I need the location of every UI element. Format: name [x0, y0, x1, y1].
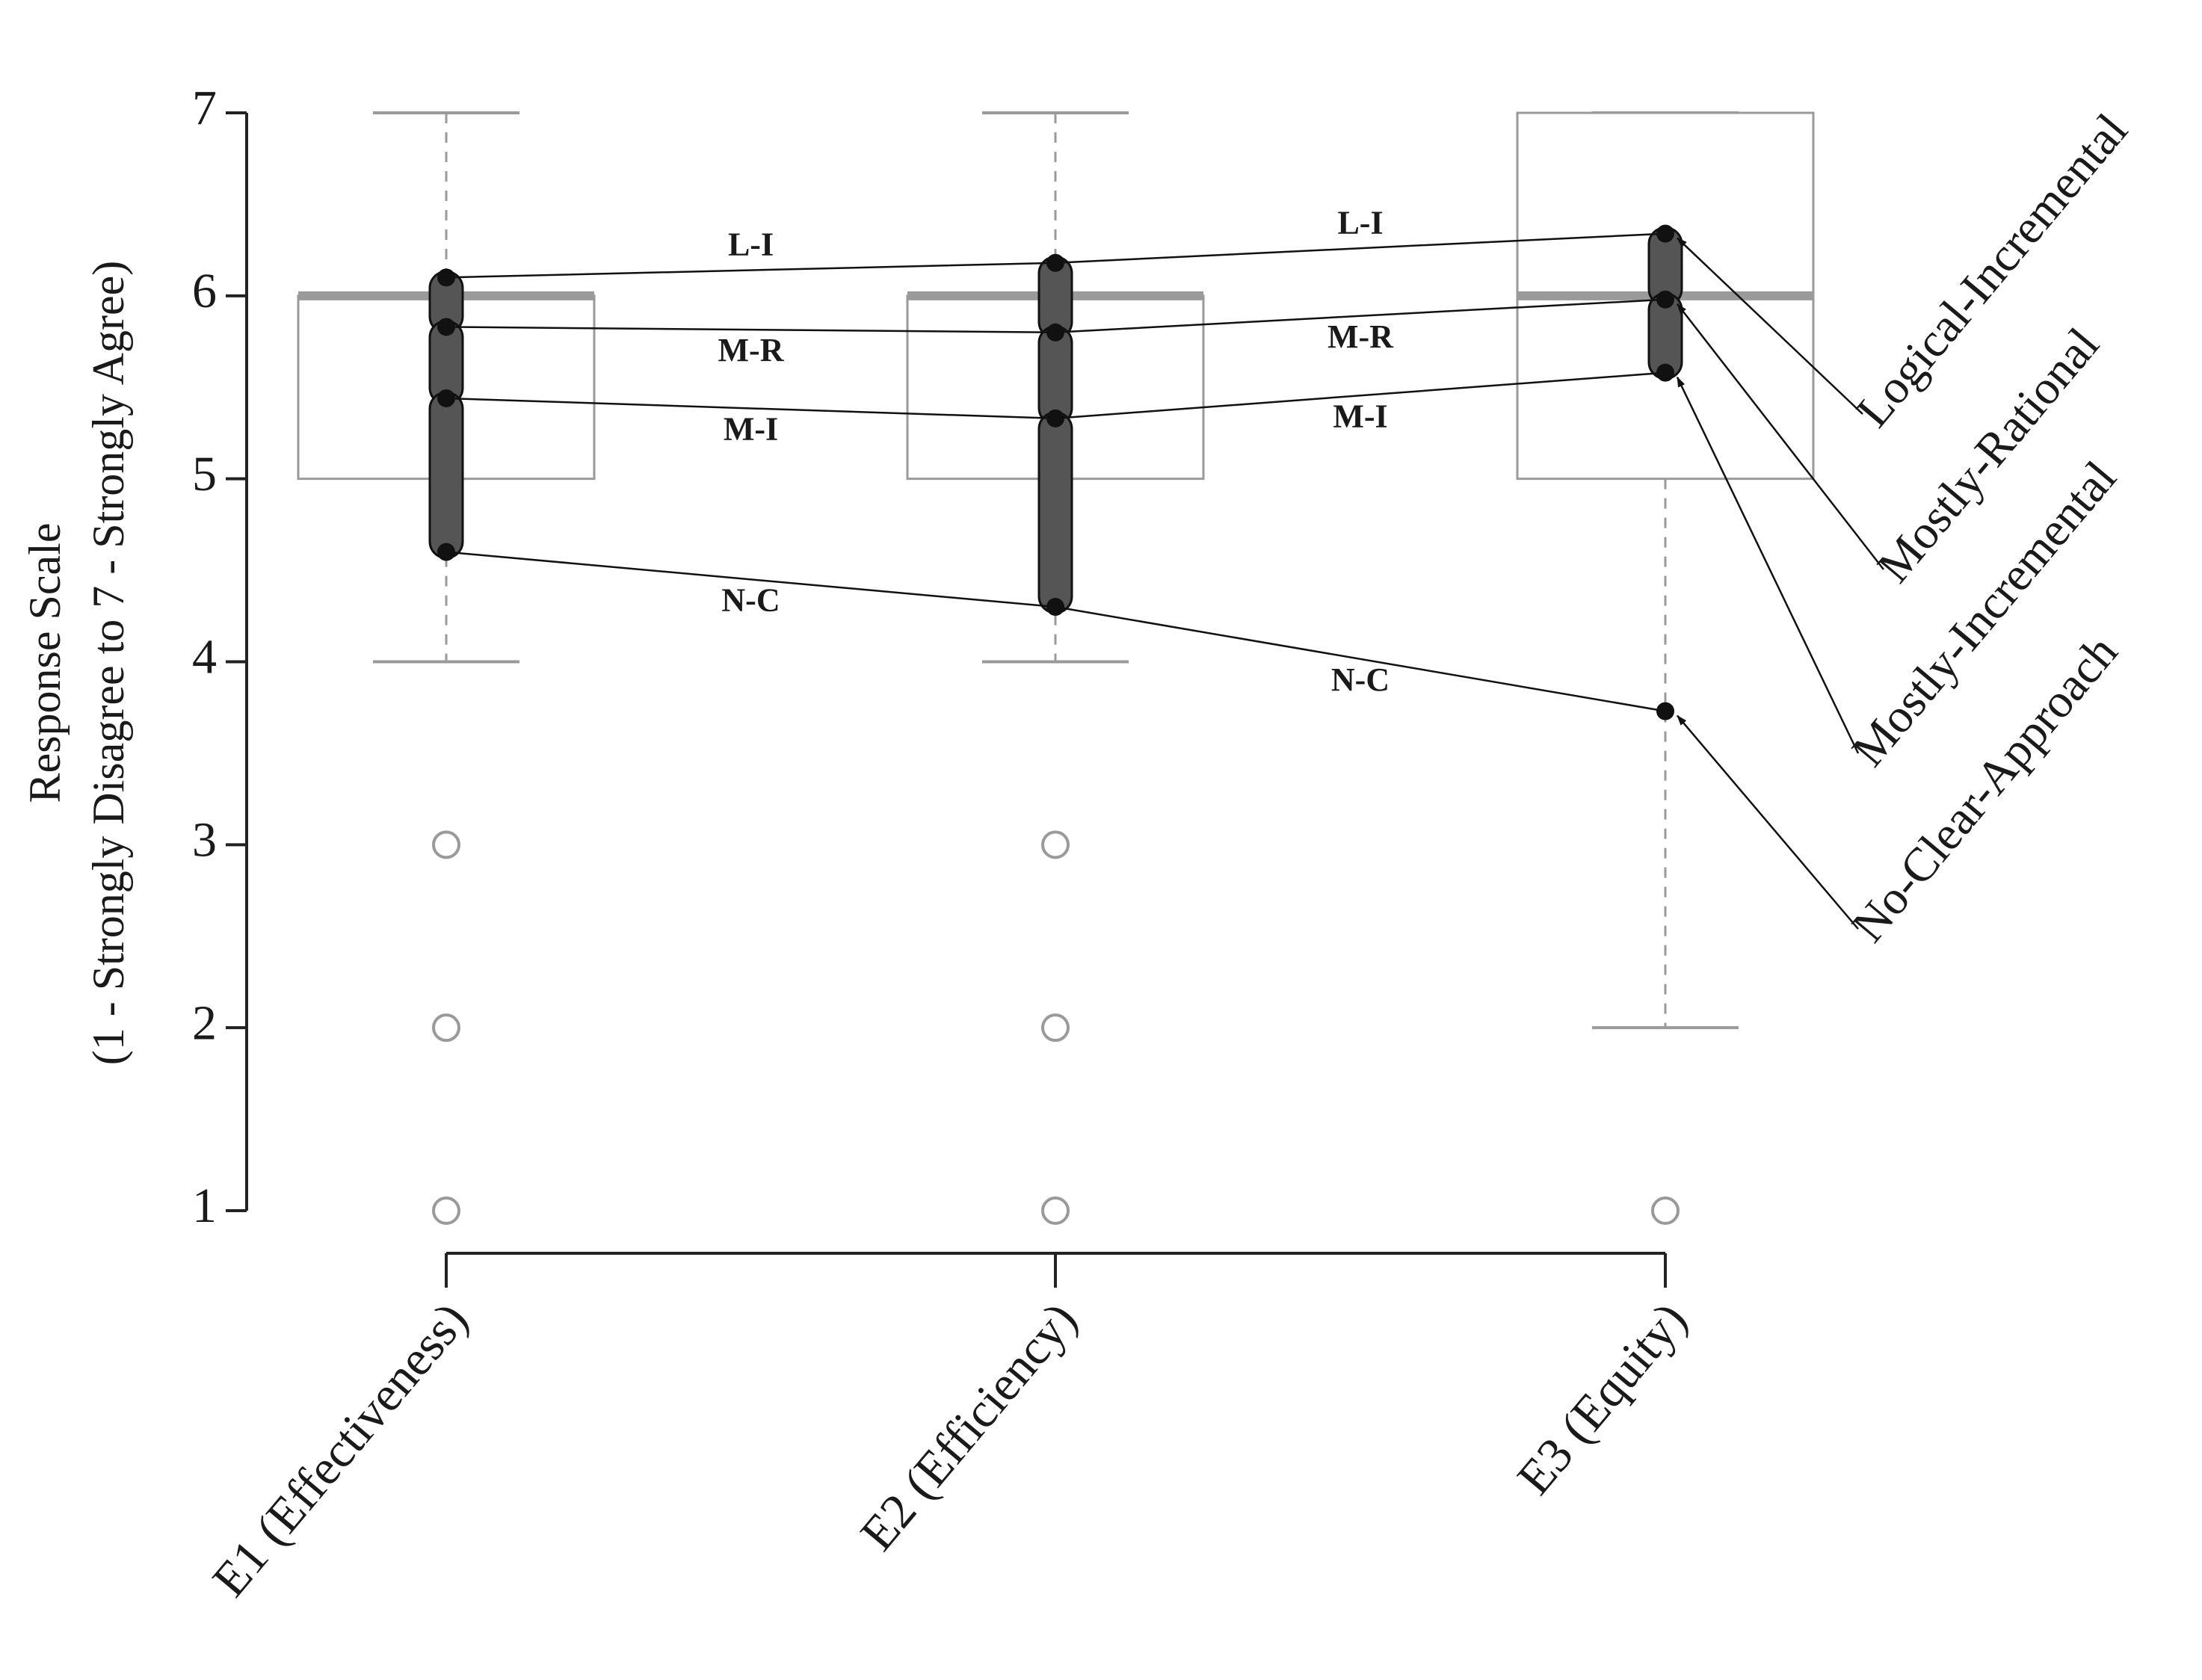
group-point	[437, 389, 455, 407]
line-label: M-I	[1333, 398, 1387, 434]
y-tick-label: 7	[192, 81, 217, 135]
group-point	[1656, 290, 1674, 309]
group-point	[1046, 253, 1064, 272]
annotation-arrow	[1677, 237, 1863, 415]
y-axis-label: (1 - Strongly Disagree to 7 - Strongly A…	[84, 261, 133, 1065]
y-tick-label: 5	[192, 447, 217, 501]
group-point	[437, 543, 455, 561]
outlier	[432, 1013, 460, 1043]
y-tick-label: 2	[192, 995, 217, 1050]
line-label: L-I	[1337, 204, 1383, 241]
group-point	[437, 318, 455, 336]
line-label: N-C	[721, 581, 780, 618]
x-tick-label: E2 (Efficiency)	[850, 1292, 1088, 1560]
outlier	[1651, 1196, 1680, 1225]
y-tick-label: 3	[192, 812, 217, 867]
y-tick-label: 4	[192, 630, 217, 685]
group-point	[1656, 224, 1674, 243]
outlier	[1041, 1196, 1070, 1225]
group-band	[428, 391, 464, 560]
group-point	[1046, 323, 1064, 342]
outlier	[432, 830, 460, 859]
y-tick-label: 6	[192, 264, 217, 318]
x-tick-label: E3 (Equity)	[1507, 1292, 1697, 1504]
outlier	[432, 1196, 460, 1225]
annotation-arrow	[1677, 303, 1884, 570]
group-point	[1046, 409, 1064, 427]
y-axis-label: Response Scale	[20, 523, 70, 803]
group-point	[1656, 363, 1674, 382]
line-label: L-I	[728, 226, 774, 263]
annotation-arrow	[1677, 714, 1859, 930]
outlier	[1041, 1013, 1070, 1043]
line-label: N-C	[1331, 661, 1390, 698]
group-band	[1037, 411, 1073, 614]
group-point	[1656, 702, 1674, 720]
x-tick-label: E1 (Effectiveness)	[202, 1292, 478, 1607]
line-label: M-R	[1327, 318, 1394, 355]
group-point	[1046, 598, 1064, 617]
legend-label: Logical-Incremental	[1846, 104, 2138, 437]
group-point	[437, 268, 455, 287]
line-label: M-R	[718, 332, 785, 368]
legend-label: No-Clear-Approach	[1842, 626, 2128, 952]
outlier	[1041, 830, 1070, 859]
line-label: M-I	[724, 410, 778, 447]
y-tick-label: 1	[192, 1179, 217, 1233]
annotation-arrow	[1676, 376, 1860, 754]
